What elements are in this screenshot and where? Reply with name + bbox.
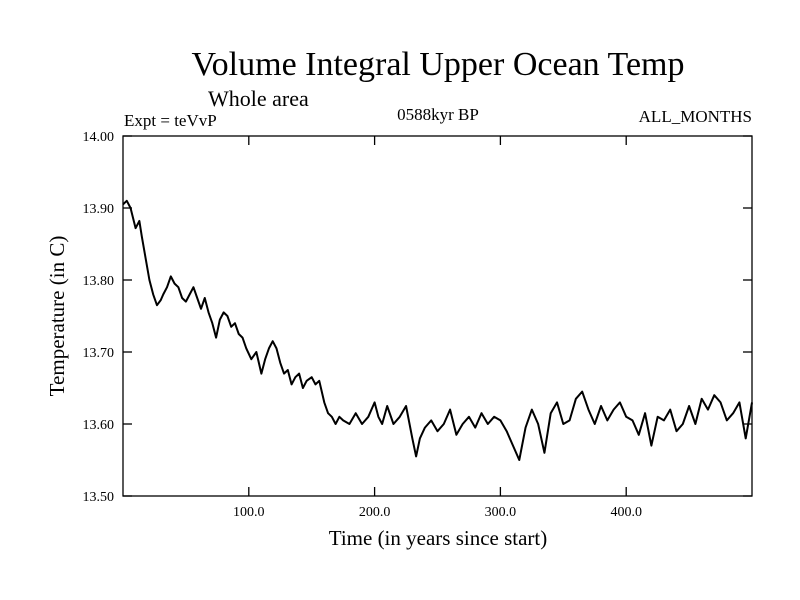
- temperature-series-line: [122, 199, 753, 461]
- months-annotation: ALL_MONTHS: [639, 107, 752, 126]
- y-axis: 13.50 13.60 13.70 13.80 13.90 14.00: [83, 130, 752, 505]
- y-tick-label: 14.00: [83, 130, 115, 145]
- experiment-annotation: Expt = teVvP: [124, 111, 217, 130]
- y-tick-label: 13.70: [83, 346, 115, 361]
- x-tick-label: 300.0: [485, 505, 517, 520]
- x-axis-label: Time (in years since start): [329, 526, 548, 550]
- y-tick-label: 13.90: [83, 202, 115, 217]
- plot-frame: [122, 135, 753, 497]
- y-axis-label: Temperature (in C): [45, 236, 69, 397]
- y-tick-label: 13.50: [83, 490, 115, 505]
- period-annotation: 0588kyr BP: [397, 105, 479, 124]
- x-tick-label: 100.0: [233, 505, 265, 520]
- x-axis: 100.0 200.0 300.0 400.0: [233, 136, 642, 520]
- y-tick-label: 13.80: [83, 274, 115, 289]
- chart-subtitle: Whole area: [208, 86, 309, 111]
- y-tick-label: 13.60: [83, 418, 115, 433]
- x-tick-label: 400.0: [610, 505, 642, 520]
- chart-title: Volume Integral Upper Ocean Temp: [192, 46, 685, 83]
- x-tick-label: 200.0: [359, 505, 391, 520]
